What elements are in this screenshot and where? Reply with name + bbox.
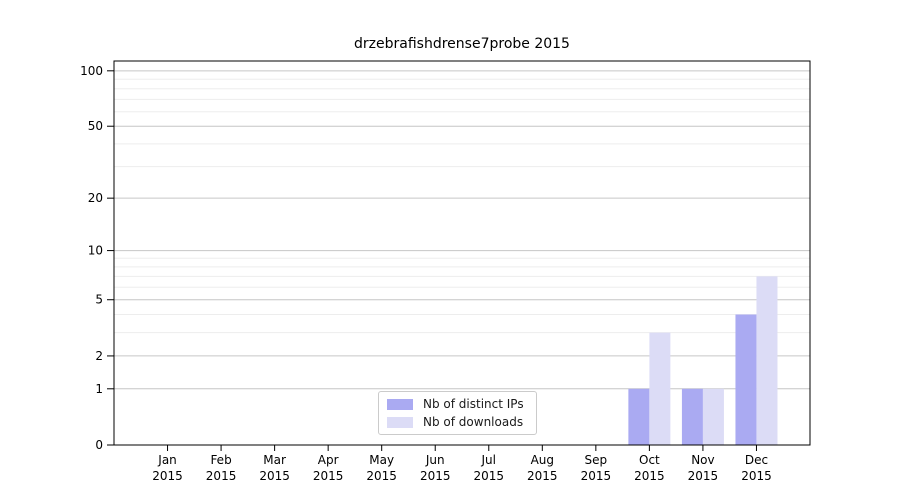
x-tick-label-month: Apr xyxy=(318,453,339,467)
y-tick-label: 2 xyxy=(95,349,103,363)
x-tick-label-month: Aug xyxy=(531,453,554,467)
x-tick-label-year: 2015 xyxy=(313,469,344,483)
legend-swatch-distinct-ips xyxy=(387,398,413,410)
x-tick-label-year: 2015 xyxy=(634,469,665,483)
x-tick-label-year: 2015 xyxy=(473,469,504,483)
x-tick-label-month: Mar xyxy=(263,453,286,467)
y-tick-label: 100 xyxy=(80,64,103,78)
y-tick-label: 50 xyxy=(88,119,103,133)
x-tick-label-year: 2015 xyxy=(259,469,290,483)
x-tick-label-month: Sep xyxy=(585,453,608,467)
x-tick-label-year: 2015 xyxy=(206,469,237,483)
legend-entry-downloads: Nb of downloads xyxy=(387,415,524,429)
x-tick-label-month: Jul xyxy=(481,453,496,467)
x-tick-label-year: 2015 xyxy=(688,469,719,483)
y-tick-label: 10 xyxy=(88,244,103,258)
y-tick-label: 0 xyxy=(95,438,103,452)
x-tick-label-year: 2015 xyxy=(741,469,772,483)
legend-entry-distinct-ips: Nb of distinct IPs xyxy=(387,397,524,411)
bar-distinct-ips xyxy=(735,314,757,445)
x-tick-label-year: 2015 xyxy=(366,469,397,483)
x-tick-label-month: May xyxy=(369,453,394,467)
legend: Nb of distinct IPs Nb of downloads xyxy=(378,391,537,435)
legend-swatch-downloads xyxy=(387,416,413,428)
x-tick-label-year: 2015 xyxy=(581,469,612,483)
x-tick-label-month: Jun xyxy=(425,453,445,467)
y-tick-label: 1 xyxy=(95,382,103,396)
legend-label-downloads: Nb of downloads xyxy=(423,415,524,429)
x-tick-label-year: 2015 xyxy=(152,469,183,483)
x-tick-label-month: Nov xyxy=(691,453,714,467)
bar-downloads xyxy=(702,388,724,445)
legend-label-distinct-ips: Nb of distinct IPs xyxy=(423,397,524,411)
bar-distinct-ips xyxy=(628,388,650,445)
y-tick-label: 20 xyxy=(88,191,103,205)
bar-downloads xyxy=(756,276,778,445)
x-tick-label-month: Jan xyxy=(157,453,177,467)
x-tick-label-year: 2015 xyxy=(527,469,558,483)
x-tick-label-month: Dec xyxy=(745,453,768,467)
bar-distinct-ips xyxy=(681,388,703,445)
axis-frame xyxy=(113,60,811,446)
x-tick-label-month: Feb xyxy=(210,453,231,467)
x-tick-label-month: Oct xyxy=(639,453,660,467)
chart-title: drzebrafishdrense7probe 2015 xyxy=(354,36,570,52)
y-tick-label: 5 xyxy=(95,293,103,307)
bar-downloads xyxy=(649,332,671,445)
x-tick-label-year: 2015 xyxy=(420,469,451,483)
